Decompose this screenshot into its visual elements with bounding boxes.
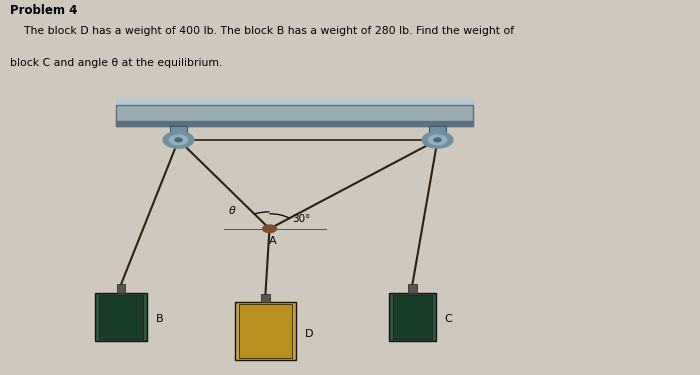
Text: A: A	[269, 237, 276, 246]
Bar	[99, 295, 143, 339]
Text: block C and angle θ at the equilibrium.: block C and angle θ at the equilibrium.	[10, 58, 223, 68]
Text: C: C	[444, 314, 452, 324]
Bar	[428, 126, 447, 137]
Circle shape	[262, 225, 276, 232]
Text: D: D	[304, 329, 313, 339]
Text: B: B	[155, 314, 163, 324]
Text: 30°: 30°	[292, 214, 310, 224]
Bar	[116, 105, 472, 126]
Circle shape	[175, 138, 182, 142]
Circle shape	[163, 132, 194, 148]
Circle shape	[428, 135, 447, 145]
Bar	[94, 292, 147, 341]
Text: The block D has a weight of 400 lb. The block B has a weight of 280 lb. Find the: The block D has a weight of 400 lb. The …	[10, 26, 514, 36]
Circle shape	[422, 132, 453, 148]
Circle shape	[169, 135, 188, 145]
Bar	[393, 295, 432, 339]
Text: θ: θ	[229, 207, 236, 216]
Bar	[116, 284, 125, 292]
Bar	[234, 302, 296, 360]
Bar	[239, 304, 292, 358]
Text: Problem 4: Problem 4	[10, 4, 78, 17]
Bar	[389, 292, 436, 341]
Bar	[408, 284, 416, 292]
Bar	[261, 294, 270, 302]
Bar	[169, 126, 188, 137]
Circle shape	[434, 138, 441, 142]
